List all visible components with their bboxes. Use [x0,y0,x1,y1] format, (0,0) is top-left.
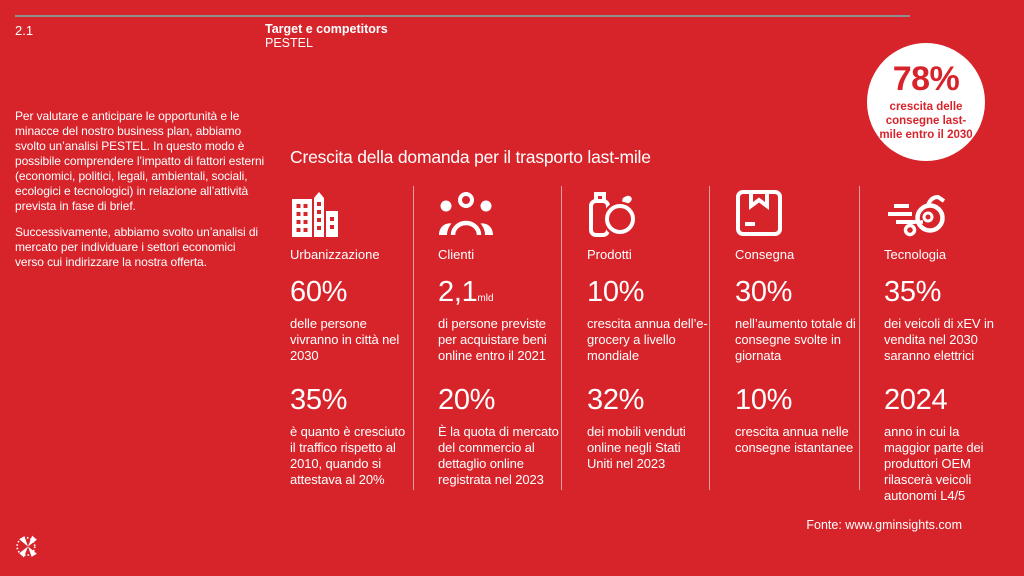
intro-paragraph-2: Successivamente, abbiamo svolto un’anali… [15,225,258,269]
stat: 60% delle persone vivranno in città nel … [290,278,412,364]
column-label: Consegna [735,247,795,262]
grocery-products-icon [587,185,709,237]
header-rule [15,15,910,17]
stat-number: 35% [290,384,348,416]
stat-desc: crescita annua nelle consegne istantanee [735,424,854,455]
stat-desc: dei mobili venduti online negli Stati Un… [587,424,686,471]
stat-desc: è quanto è cresciuto il traffico rispett… [290,424,406,487]
stat: 2024 anno in cui la maggior parte dei pr… [884,386,1006,504]
stat-desc: È la quota di mercato del commercio al d… [438,424,559,487]
stat-value: 10% [587,278,709,307]
stat-number: 30% [735,276,793,308]
stat-value: 35% [290,386,412,415]
column-label: Prodotti [587,247,632,262]
stat-value: 32% [587,386,709,415]
stat-desc: di persone previste per acquistare beni … [438,316,547,363]
badge-label: crescita delle consegne last-mile entro … [879,100,973,141]
delivery-scooter-icon [884,185,1006,237]
stat-value: 30% [735,278,857,307]
package-icon [735,185,857,237]
stat-column-urbanizzazione: Urbanizzazione 60% delle persone vivrann… [290,185,412,487]
stat-value: 20% [438,386,560,415]
stat: 2,1mld di persone previste per acquistar… [438,278,560,364]
stat-unit: mld [477,293,494,304]
column-divider [709,186,710,490]
stat: 35% dei veicoli di xEV in vendita nel 20… [884,278,1006,364]
stat: 10% crescita annua dell’e-grocery a live… [587,278,709,364]
column-label: Tecnologia [884,247,947,262]
stat-value: 60% [290,278,412,307]
page-title: Crescita della domanda per il trasporto … [290,147,651,167]
header-block: Target e competitors PESTEL [265,22,388,51]
stat: 32% dei mobili venduti online negli Stat… [587,386,709,472]
stat-value: 2,1mld [438,278,560,307]
stat-desc: dei veicoli di xEV in vendita nel 2030 s… [884,316,994,363]
stat: 20% È la quota di mercato del commercio … [438,386,560,488]
column-divider [561,186,562,490]
column-divider [859,186,860,490]
column-divider [413,186,414,490]
pinwheel-logo-icon [16,533,40,560]
stat-value: 35% [884,278,1006,307]
stat: 10% crescita annua nelle consegne istant… [735,386,857,456]
stat-column-tecnologia: Tecnologia 35% dei veicoli di xEV in ven… [884,185,1006,503]
highlight-badge: 78% crescita delle consegne last-mile en… [867,43,985,161]
section-number: 2.1 [15,23,34,38]
column-label: Clienti [438,247,475,262]
stat-column-consegna: Consegna 30% nell’aumento totale di cons… [735,185,857,455]
stat: 35% è quanto è cresciuto il traffico ris… [290,386,412,488]
stat-value: 10% [735,386,857,415]
customers-people-icon [438,185,560,237]
stat-value: 2024 [884,386,1006,415]
stat-number: 10% [587,276,645,308]
header-subtitle: PESTEL [265,36,313,51]
buildings-icon [290,185,412,237]
intro-text: Per valutare e anticipare le opportunità… [15,109,267,281]
stat-desc: anno in cui la maggior parte dei produtt… [884,424,984,503]
stat-number: 60% [290,276,348,308]
stat-desc: crescita annua dell’e-grocery a livello … [587,316,708,363]
stat-number: 20% [438,384,496,416]
column-label: Urbanizzazione [290,247,380,262]
stat: 30% nell’aumento totale di consegne svol… [735,278,857,364]
stat-number: 10% [735,384,793,416]
stat-number: 35% [884,276,942,308]
stat-number: 2,1 [438,276,478,308]
header-title: Target e competitors [265,22,388,36]
intro-paragraph-1: Per valutare e anticipare le opportunità… [15,109,265,213]
stat-desc: nell’aumento totale di consegne svolte i… [735,316,856,363]
badge-value: 78% [892,59,960,98]
stat-desc: delle persone vivranno in città nel 2030 [290,316,400,363]
stat-number: 2024 [884,384,948,416]
stat-column-prodotti: Prodotti 10% crescita annua dell’e-groce… [587,185,709,471]
source-credit: Fonte: www.gminsights.com [806,518,962,532]
stat-column-clienti: Clienti 2,1mld di persone previste per a… [438,185,560,487]
stat-number: 32% [587,384,645,416]
